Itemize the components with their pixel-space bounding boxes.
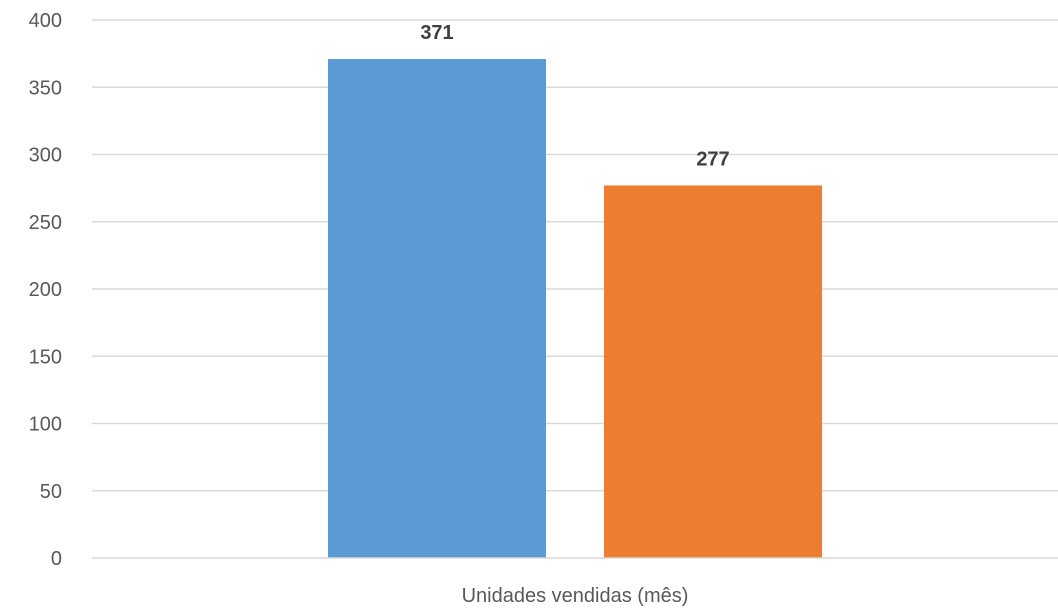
category-label: Unidades vendidas (mês) <box>462 585 689 607</box>
y-axis-ticks: 0 50 100 150 200 250 300 350 400 <box>29 10 62 570</box>
y-tick-label: 350 <box>29 77 62 99</box>
y-tick-label: 0 <box>51 548 62 570</box>
bars <box>328 59 822 558</box>
data-label-series-2: 277 <box>696 148 729 170</box>
y-tick-label: 50 <box>40 481 62 503</box>
y-tick-label: 250 <box>29 212 62 234</box>
y-tick-label: 200 <box>29 279 62 301</box>
y-tick-label: 400 <box>29 10 62 32</box>
data-label-series-1: 371 <box>420 22 453 44</box>
bar-series-2 <box>604 185 822 558</box>
data-labels: 371 277 <box>420 22 729 170</box>
bar-series-1 <box>328 59 546 558</box>
gridlines <box>92 19 1058 492</box>
y-tick-label: 150 <box>29 346 62 368</box>
y-tick-label: 100 <box>29 414 62 436</box>
y-tick-label: 300 <box>29 145 62 167</box>
